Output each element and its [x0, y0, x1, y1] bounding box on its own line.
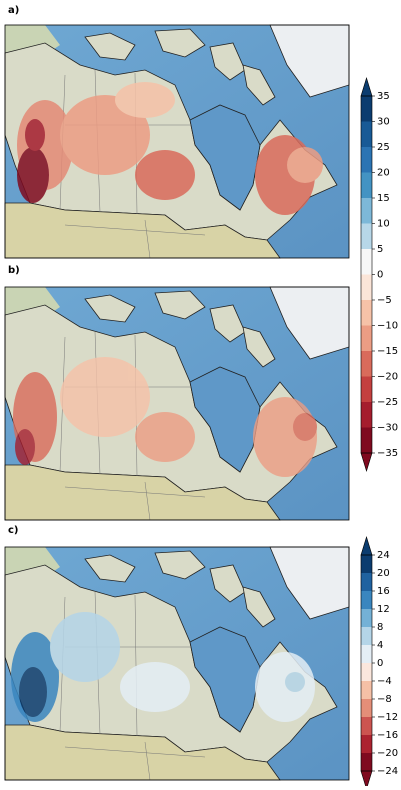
colorbar-tick-label: 10: [377, 219, 390, 230]
colorbar-bin: [361, 325, 372, 351]
colorbar-bin: [361, 427, 372, 453]
colorbar-tick-label: −20: [377, 748, 398, 759]
colorbar-tick-label: −12: [377, 712, 398, 723]
colorbar-bin: [361, 172, 372, 198]
colorbar-tick-label: −16: [377, 730, 398, 741]
colorbar-bin: [361, 121, 372, 147]
colorbar-extend: [360, 770, 373, 790]
colorbar-tick-label: 15: [377, 193, 390, 204]
colorbar-tick-label: 12: [377, 604, 390, 615]
colorbar-extend: [360, 76, 373, 97]
colorbar-bin: [361, 147, 372, 173]
colorbar-tick-label: −24: [377, 766, 398, 777]
colorbar-tick-label: 20: [377, 168, 390, 179]
colorbar-bin: [361, 753, 372, 771]
colorbar-tick-label: −8: [377, 694, 392, 705]
panel-c: [4, 546, 350, 781]
colorbar-bin: [361, 223, 372, 249]
colorbar-tick-label: 5: [377, 244, 383, 255]
colorbar-tick-label: −10: [377, 321, 398, 332]
colorbar-tick-label: −20: [377, 372, 398, 383]
colorbar-bin: [361, 663, 372, 681]
colorbar-tick-label: −30: [377, 423, 398, 434]
colorbar-tick-label: 4: [377, 640, 383, 651]
colorbar-bin: [361, 198, 372, 224]
colorbar-tick-label: 8: [377, 622, 383, 633]
colorbar-bin: [361, 735, 372, 753]
colorbar-tick-label: −25: [377, 397, 398, 408]
colorbar-bin: [361, 96, 372, 122]
colorbar-bin: [361, 609, 372, 627]
colorbar-tick-label: 24: [377, 550, 390, 561]
colorbar-bin: [361, 627, 372, 645]
colorbar-bin: [361, 300, 372, 326]
colorbar-bin: [361, 376, 372, 402]
colorbar-bin: [361, 402, 372, 428]
colorbar-bin: [361, 274, 372, 300]
panel-a: [4, 24, 350, 259]
colorbar-tick-label: 25: [377, 142, 390, 153]
colorbar-bin: [361, 591, 372, 609]
colorbar-extend: [360, 452, 373, 473]
colorbar-tick-label: −5: [377, 295, 392, 306]
colorbar-bin: [361, 717, 372, 735]
colorbar-tick-label: 30: [377, 117, 390, 128]
colorbar-tick-label: −4: [377, 676, 392, 687]
colorbar-tick-label: 16: [377, 586, 390, 597]
panel-b: [4, 286, 350, 521]
colorbar-bin: [361, 645, 372, 663]
colorbar-bin: [361, 351, 372, 377]
colorbar-extend: [360, 535, 373, 556]
colorbar-tick-label: 0: [377, 270, 383, 281]
colorbar-bin: [361, 681, 372, 699]
colorbar-bin: [361, 573, 372, 591]
panel-label: c): [8, 525, 19, 536]
panel-label: a): [8, 5, 19, 16]
colorbar-tick-label: 0: [377, 658, 383, 669]
colorbar-bin: [361, 699, 372, 717]
colorbar-bin: [361, 555, 372, 573]
colorbar-bin: [361, 249, 372, 275]
colorbar-tick-label: −35: [377, 448, 398, 459]
colorbar-tick-label: −15: [377, 346, 398, 357]
colorbar-tick-label: 35: [377, 91, 390, 102]
colorbar-tick-label: 20: [377, 568, 390, 579]
panel-label: b): [8, 265, 20, 276]
